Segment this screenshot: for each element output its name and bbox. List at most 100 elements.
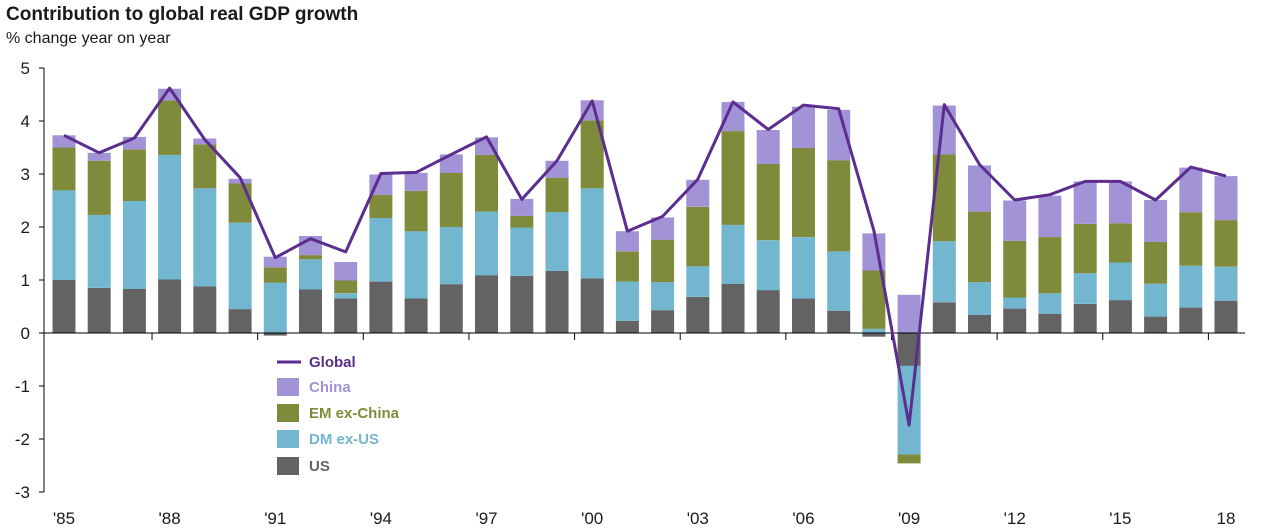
y-tick-label: 0 — [21, 324, 30, 343]
bar-dm-ex-us-2001 — [615, 281, 639, 321]
bar-china-1986 — [87, 152, 111, 161]
bar-dm-ex-us-2003 — [686, 266, 710, 297]
bar-us-1999 — [545, 271, 569, 333]
x-tick-label: '00 — [581, 509, 603, 528]
bar-china-2012 — [1003, 200, 1027, 241]
legend-swatch-dm-ex-us — [277, 430, 299, 448]
bar-us-1988 — [158, 279, 182, 333]
bar-us-2011 — [968, 315, 991, 333]
bar-us-2012 — [1003, 308, 1027, 333]
x-tick-label: '88 — [159, 509, 181, 528]
bar-em-ex-china-1990 — [228, 183, 252, 223]
chart-subtitle: % change year on year — [6, 30, 171, 47]
bar-us-2001 — [615, 320, 639, 333]
bar-us-1997 — [475, 275, 498, 333]
bar-dm-ex-us-2017 — [1179, 265, 1203, 308]
bar-em-ex-china-2003 — [686, 206, 710, 267]
bar-dm-ex-us-2014 — [1073, 273, 1097, 304]
bar-china-2013 — [1038, 195, 1062, 237]
bar-dm-ex-us-1993 — [334, 293, 358, 299]
bar-em-ex-china-2008 — [862, 270, 886, 329]
bar-us-2017 — [1179, 307, 1203, 333]
legend-swatch-china — [277, 378, 299, 396]
legend-label-dm-ex-us: DM ex-US — [309, 431, 379, 448]
bar-dm-ex-us-2016 — [1144, 283, 1168, 317]
bar-us-1986 — [87, 288, 111, 333]
bar-us-1992 — [299, 289, 322, 333]
bar-dm-ex-us-2000 — [580, 188, 604, 279]
bar-em-ex-china-1988 — [158, 100, 182, 155]
bar-dm-ex-us-2008 — [862, 328, 886, 333]
bar-dm-ex-us-1998 — [510, 227, 534, 276]
legend-label-em-ex-china: EM ex-China — [309, 405, 400, 422]
bar-dm-ex-us-1987 — [122, 201, 146, 289]
x-tick-label: '15 — [1109, 509, 1131, 528]
bar-em-ex-china-2009 — [897, 454, 921, 464]
bar-china-2005 — [756, 130, 780, 164]
bar-dm-ex-us-1999 — [545, 212, 569, 271]
bar-us-1989 — [193, 286, 217, 333]
bar-em-ex-china-1992 — [299, 255, 322, 260]
bar-em-ex-china-1991 — [263, 267, 287, 283]
x-tick-label: '06 — [792, 509, 814, 528]
x-tick-label: '12 — [1004, 509, 1026, 528]
bar-em-ex-china-2011 — [968, 211, 991, 283]
bar-em-ex-china-2004 — [721, 131, 745, 225]
y-tick-label: 1 — [21, 271, 30, 290]
bar-china-2017 — [1179, 167, 1203, 213]
bar-dm-ex-us-2006 — [792, 237, 815, 299]
bar-china-1993 — [334, 262, 358, 281]
bar-us-2015 — [1108, 300, 1132, 333]
bar-us-2003 — [686, 297, 710, 333]
bar-em-ex-china-2012 — [1003, 240, 1027, 298]
bar-dm-ex-us-1996 — [439, 227, 463, 285]
legend-label-us: US — [309, 458, 330, 475]
y-tick-label: -3 — [15, 483, 30, 502]
x-tick-label: 18 — [1217, 509, 1236, 528]
x-tick-label: '91 — [264, 509, 286, 528]
legend-swatch-us — [277, 457, 299, 475]
bar-china-2003 — [686, 179, 710, 207]
bar-em-ex-china-2000 — [580, 120, 604, 189]
bar-us-2004 — [721, 283, 745, 333]
legend-swatch-em-ex-china — [277, 404, 299, 422]
bar-em-ex-china-2018 — [1214, 220, 1238, 267]
bar-china-2002 — [651, 217, 675, 240]
bar-em-ex-china-1985 — [52, 147, 76, 191]
y-tick-label: -2 — [15, 430, 30, 449]
bar-us-2013 — [1038, 313, 1062, 333]
bar-em-ex-china-2002 — [651, 239, 675, 283]
bar-china-1995 — [404, 172, 428, 191]
bar-china-2001 — [615, 231, 639, 252]
bar-us-1985 — [52, 280, 76, 333]
bar-dm-ex-us-2004 — [721, 224, 745, 284]
bar-us-2006 — [792, 298, 815, 333]
bar-china-2015 — [1108, 181, 1132, 224]
bar-dm-ex-us-2012 — [1003, 297, 1027, 309]
bar-us-2002 — [651, 310, 675, 333]
bar-em-ex-china-1994 — [369, 194, 393, 218]
bar-dm-ex-us-2005 — [756, 240, 780, 291]
bar-china-2011 — [968, 165, 991, 212]
bar-china-2018 — [1214, 176, 1238, 221]
bar-dm-ex-us-2013 — [1038, 293, 1062, 314]
bar-em-ex-china-2005 — [756, 163, 780, 241]
bar-em-ex-china-1999 — [545, 177, 569, 213]
bar-us-2008 — [862, 333, 886, 337]
bar-em-ex-china-1998 — [510, 215, 534, 228]
y-tick-label: 5 — [21, 59, 30, 78]
bar-em-ex-china-1996 — [439, 172, 463, 227]
bar-china-1985 — [52, 135, 76, 148]
bar-dm-ex-us-1986 — [87, 214, 111, 288]
bar-dm-ex-us-1995 — [404, 231, 428, 299]
bar-dm-ex-us-2011 — [968, 282, 991, 315]
bar-em-ex-china-2017 — [1179, 212, 1203, 266]
bar-em-ex-china-2010 — [932, 154, 956, 242]
bar-us-1991 — [263, 333, 287, 336]
bar-us-1987 — [122, 289, 146, 333]
bar-em-ex-china-1993 — [334, 280, 358, 294]
x-tick-label: '85 — [53, 509, 75, 528]
bar-dm-ex-us-1991 — [263, 282, 287, 333]
y-tick-label: -1 — [15, 377, 30, 396]
bar-em-ex-china-2016 — [1144, 241, 1168, 284]
